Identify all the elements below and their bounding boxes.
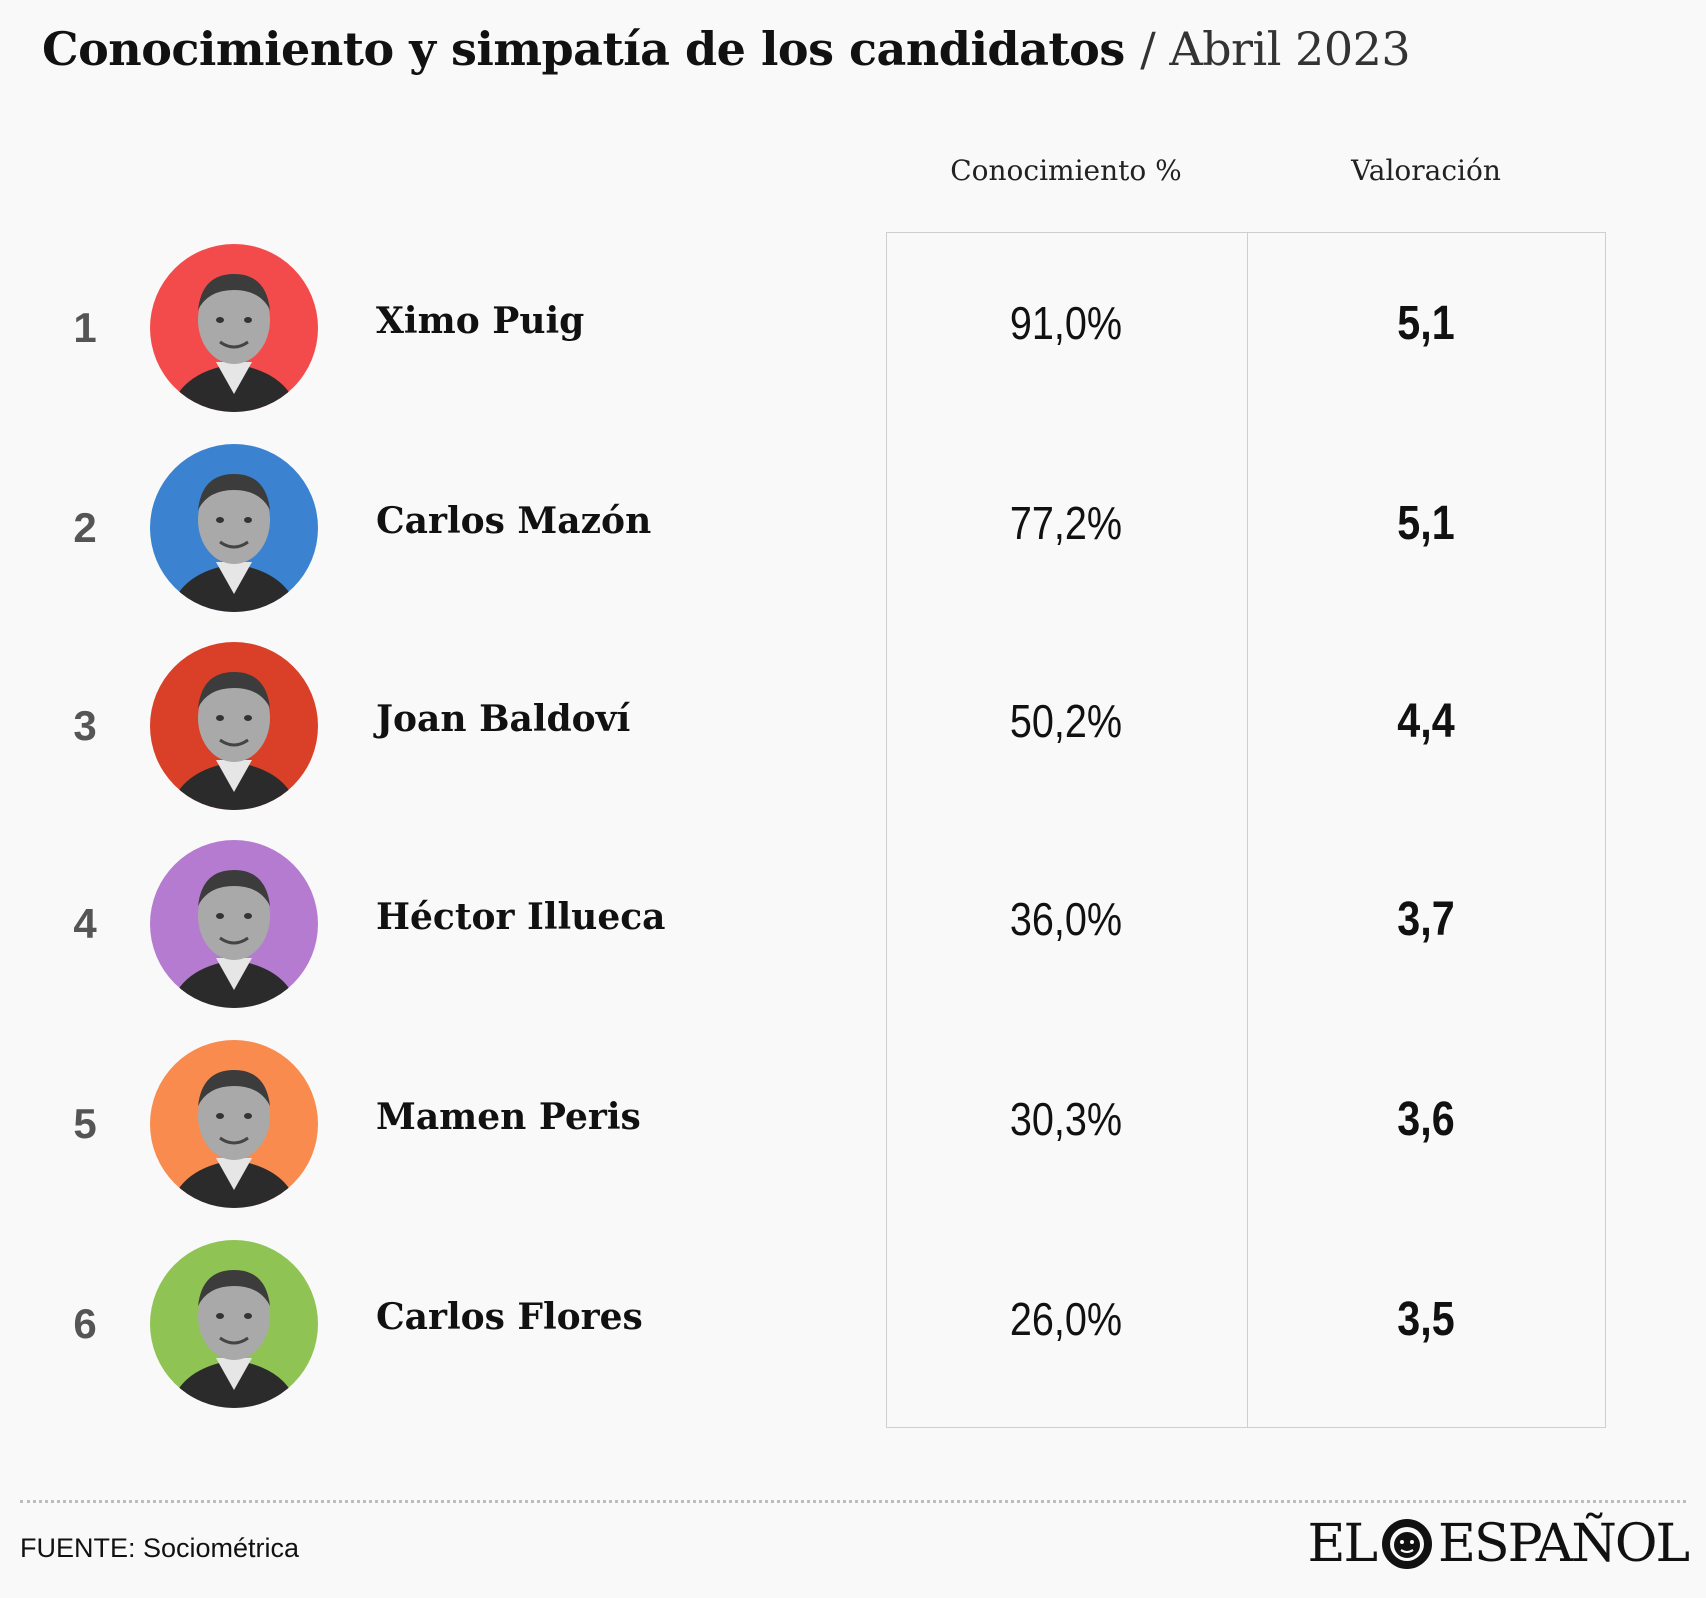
- footer-divider: [20, 1500, 1686, 1503]
- conocimiento-value: 30,3%: [1009, 1093, 1123, 1145]
- column-header-conocimiento: Conocimiento %: [950, 154, 1182, 187]
- column-header-valoracion: Valoración: [1351, 154, 1501, 187]
- source-note: FUENTE: Sociométrica: [20, 1533, 300, 1563]
- portrait-icon: [150, 244, 318, 412]
- table-row: 1 Ximo Puig 91,0% 5,1: [0, 244, 1706, 414]
- table-row: 6 Carlos Flores 26,0% 3,5: [0, 1240, 1706, 1410]
- valoracion-value: 4,4: [1397, 695, 1455, 748]
- candidate-avatar: [150, 840, 318, 1008]
- candidate-avatar: [150, 1040, 318, 1208]
- candidate-avatar: [150, 1240, 318, 1408]
- candidate-name: Mamen Peris: [376, 1096, 641, 1138]
- valoracion-value: 3,7: [1397, 893, 1455, 946]
- conocimiento-value: 77,2%: [1009, 497, 1123, 549]
- conocimiento-value: 91,0%: [1009, 297, 1123, 349]
- title-main: Conocimiento y simpatía de los candidato…: [42, 22, 1125, 76]
- data-table-frame: [886, 232, 1606, 1428]
- brand-logo: EL ESPAÑOL: [1307, 1512, 1690, 1576]
- candidate-avatar: [150, 244, 318, 412]
- table-row: 3 Joan Baldoví 50,2% 4,4: [0, 642, 1706, 812]
- candidate-name: Joan Baldoví: [376, 698, 631, 740]
- portrait-icon: [150, 840, 318, 1008]
- rank-number: 6: [73, 1300, 97, 1347]
- portrait-icon: [150, 1240, 318, 1408]
- candidate-name: Carlos Mazón: [376, 500, 652, 542]
- title-date: / Abril 2023: [1140, 22, 1411, 76]
- conocimiento-value: 36,0%: [1009, 893, 1123, 945]
- candidate-name: Ximo Puig: [376, 300, 585, 342]
- valoracion-value: 3,6: [1397, 1093, 1455, 1146]
- valoracion-value: 3,5: [1397, 1293, 1455, 1346]
- portrait-icon: [150, 1040, 318, 1208]
- rank-number: 2: [73, 504, 97, 551]
- table-row: 4 Héctor Illueca 36,0% 3,7: [0, 840, 1706, 1010]
- table-row: 2 Carlos Mazón 77,2% 5,1: [0, 444, 1706, 614]
- rank-number: 3: [73, 702, 97, 749]
- conocimiento-value: 50,2%: [1009, 695, 1123, 747]
- candidate-avatar: [150, 642, 318, 810]
- candidate-avatar: [150, 444, 318, 612]
- lion-icon: [1381, 1519, 1432, 1569]
- table-column-divider: [1247, 232, 1248, 1428]
- chart-title: Conocimiento y simpatía de los candidato…: [42, 22, 1411, 76]
- rank-number: 1: [73, 304, 97, 351]
- candidate-name: Carlos Flores: [376, 1296, 643, 1338]
- brand-left: EL: [1307, 1514, 1377, 1574]
- rank-number: 5: [73, 1100, 97, 1147]
- table-row: 5 Mamen Peris 30,3% 3,6: [0, 1040, 1706, 1210]
- conocimiento-value: 26,0%: [1009, 1293, 1123, 1345]
- candidate-name: Héctor Illueca: [376, 896, 666, 938]
- portrait-icon: [150, 642, 318, 810]
- rank-number: 4: [73, 900, 97, 947]
- valoracion-value: 5,1: [1397, 497, 1455, 550]
- valoracion-value: 5,1: [1397, 297, 1455, 350]
- portrait-icon: [150, 444, 318, 612]
- brand-right: ESPAÑOL: [1437, 1514, 1690, 1574]
